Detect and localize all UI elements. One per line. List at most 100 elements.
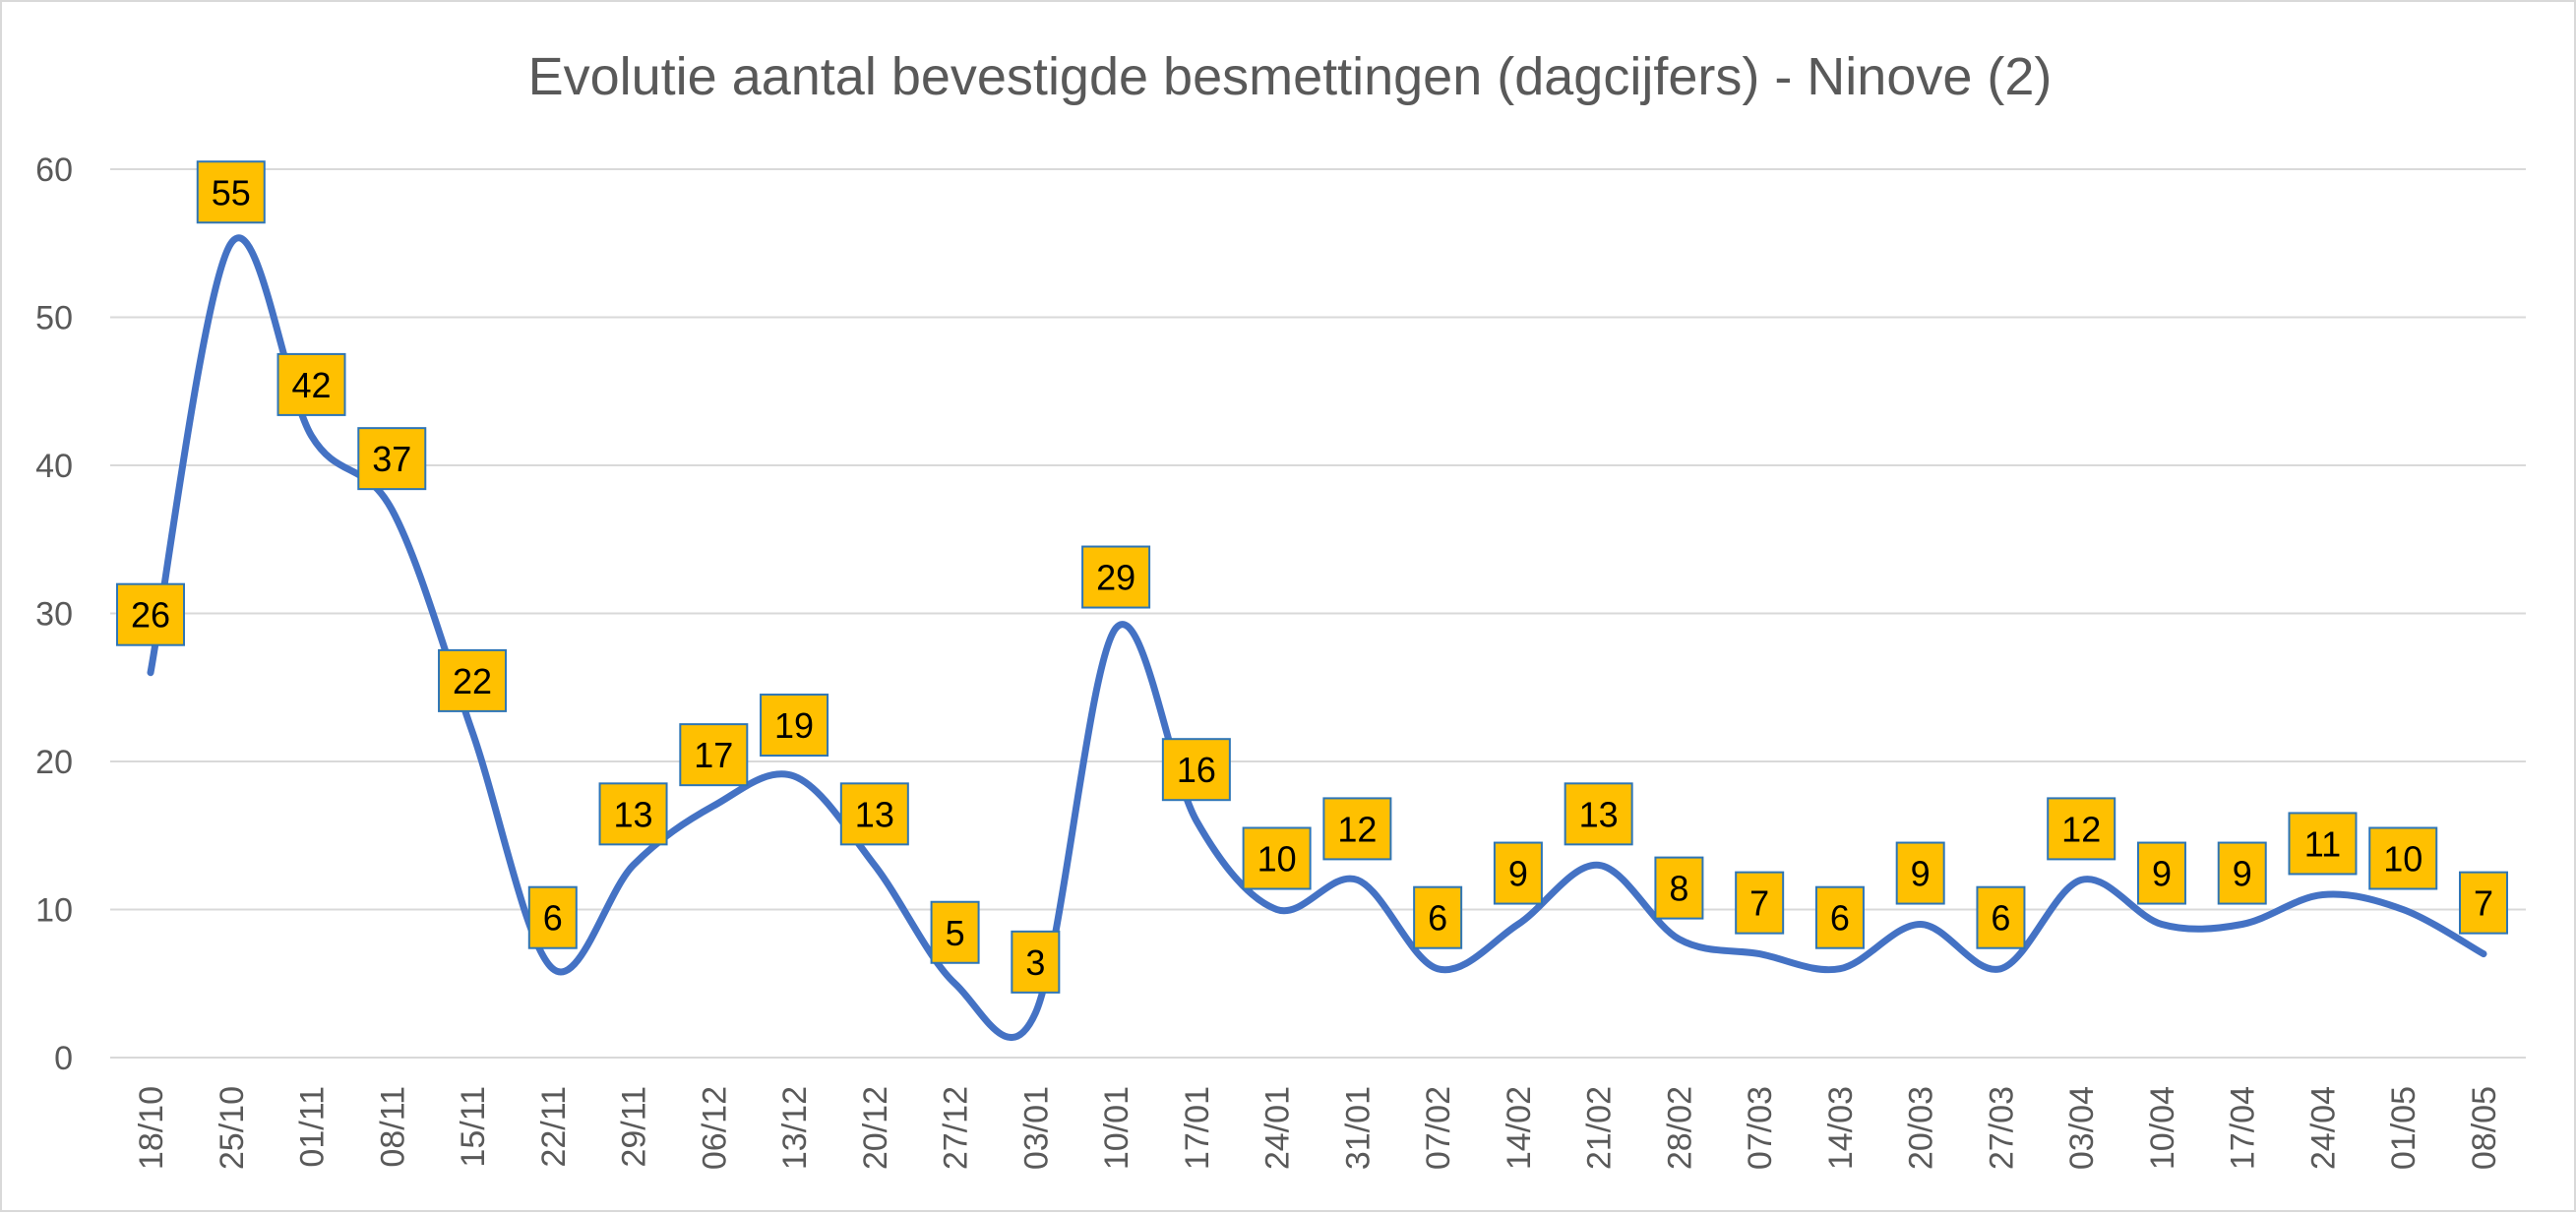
- data-label: 5: [930, 900, 980, 964]
- x-tick-label: 08/05: [2466, 1086, 2503, 1170]
- data-label-box: [2288, 812, 2358, 876]
- y-tick-label: 0: [54, 1040, 73, 1077]
- data-label: 10: [1242, 826, 1312, 890]
- x-tick-label: 14/02: [1501, 1086, 1538, 1170]
- data-label-box: [2136, 841, 2186, 905]
- data-label-value: 6: [1991, 898, 2010, 939]
- data-label-value: 5: [946, 913, 965, 953]
- data-label: 8: [1654, 856, 1704, 920]
- data-label: 10: [2368, 826, 2438, 890]
- x-tick-label: 21/02: [1581, 1086, 1619, 1170]
- data-label-box: [1654, 856, 1704, 920]
- data-label-value: 9: [2233, 854, 2252, 894]
- x-axis: 18/10 25/10 01/11 08/11 15/11 22/11 29/11 06/12…: [133, 1086, 2503, 1170]
- x-tick-label: 27/12: [938, 1086, 975, 1170]
- x-tick-label: 25/10: [214, 1086, 251, 1170]
- y-tick-label: 60: [35, 152, 73, 189]
- data-label-box: [1814, 885, 1865, 949]
- data-label: 12: [2047, 797, 2116, 861]
- data-label-value: 11: [2304, 823, 2341, 864]
- data-label-box: [760, 694, 829, 758]
- x-tick-label: 01/05: [2385, 1086, 2423, 1170]
- data-label: 37: [357, 427, 427, 491]
- data-label-value: 12: [1337, 809, 1377, 849]
- data-label-box: [196, 160, 266, 224]
- x-tick-label: 01/11: [294, 1086, 332, 1168]
- x-tick-label: 15/11: [455, 1086, 492, 1168]
- series-line: [147, 234, 2487, 1042]
- x-tick-label: 29/11: [616, 1086, 653, 1168]
- x-tick-label: 13/12: [776, 1086, 814, 1170]
- data-label-value: 19: [774, 705, 814, 746]
- data-label: 6: [1814, 885, 1865, 949]
- data-label-box: [527, 885, 578, 949]
- data-label-value: 16: [1177, 750, 1216, 790]
- data-label-value: 9: [2152, 854, 2172, 894]
- data-label: 22: [438, 648, 508, 712]
- data-label-box: [1242, 826, 1312, 890]
- y-tick-label: 20: [35, 744, 73, 781]
- data-label: 42: [276, 352, 346, 416]
- x-tick-label: 27/03: [1983, 1086, 2020, 1170]
- data-label-value: 9: [1911, 854, 1931, 894]
- data-label-value: 12: [2061, 809, 2101, 849]
- data-label: 7: [1735, 871, 1785, 935]
- x-tick-label: 07/03: [1742, 1086, 1779, 1170]
- x-tick-label: 20/12: [857, 1086, 894, 1170]
- x-tick-label: 22/11: [535, 1086, 573, 1168]
- data-label-box: [1081, 545, 1151, 609]
- data-label-box: [276, 352, 346, 416]
- data-label: 9: [1895, 841, 1945, 905]
- data-label-box: [679, 723, 749, 787]
- data-label-value: 13: [855, 794, 894, 834]
- data-label-value: 55: [212, 172, 251, 212]
- data-label-value: 3: [1025, 942, 1045, 983]
- data-label-box: [2459, 871, 2508, 935]
- data-label-box: [1322, 797, 1392, 861]
- data-label-value: 17: [694, 735, 733, 775]
- data-label-box: [357, 427, 427, 491]
- gridlines: [110, 168, 2526, 1059]
- x-tick-label: 31/01: [1339, 1086, 1377, 1170]
- data-label-box: [839, 782, 909, 846]
- x-tick-label: 03/04: [2063, 1086, 2101, 1170]
- data-label-value: 42: [291, 365, 331, 405]
- data-label: 11: [2288, 812, 2358, 876]
- x-tick-label: 18/10: [133, 1086, 170, 1170]
- data-label-box: [116, 582, 185, 646]
- x-tick-label: 20/03: [1903, 1086, 1940, 1170]
- data-label-box: [438, 648, 508, 712]
- x-tick-label: 10/01: [1098, 1086, 1135, 1170]
- data-label: 19: [760, 694, 829, 758]
- x-tick-label: 24/04: [2304, 1086, 2342, 1170]
- data-label: 55: [196, 160, 266, 224]
- y-tick-label: 50: [35, 300, 73, 337]
- data-label: 6: [1413, 885, 1463, 949]
- data-label-box: [598, 782, 668, 846]
- data-label: 6: [1976, 885, 2026, 949]
- y-tick-label: 40: [35, 448, 73, 485]
- data-label-value: 7: [1749, 883, 1769, 924]
- data-label-value: 37: [372, 439, 411, 479]
- data-label: 9: [2217, 841, 2267, 905]
- data-label-value: 6: [1830, 898, 1850, 939]
- data-label-box: [2047, 797, 2116, 861]
- data-label-box: [1976, 885, 2026, 949]
- x-tick-label: 17/04: [2225, 1086, 2262, 1170]
- data-label-box: [1161, 738, 1231, 802]
- y-tick-label: 10: [35, 892, 73, 930]
- y-tick-label: 30: [35, 596, 73, 634]
- x-tick-label: 03/01: [1017, 1086, 1055, 1170]
- data-label: 16: [1161, 738, 1231, 802]
- data-label-box: [2368, 826, 2438, 890]
- x-tick-label: 06/12: [696, 1086, 733, 1170]
- data-label: 13: [1564, 782, 1633, 846]
- data-label-value: 13: [614, 794, 653, 834]
- data-label-box: [1735, 871, 1785, 935]
- data-label-value: 9: [1508, 854, 1528, 894]
- x-tick-label: 08/11: [374, 1086, 411, 1168]
- data-label-value: 6: [1428, 898, 1447, 939]
- data-label-value: 10: [1257, 839, 1297, 880]
